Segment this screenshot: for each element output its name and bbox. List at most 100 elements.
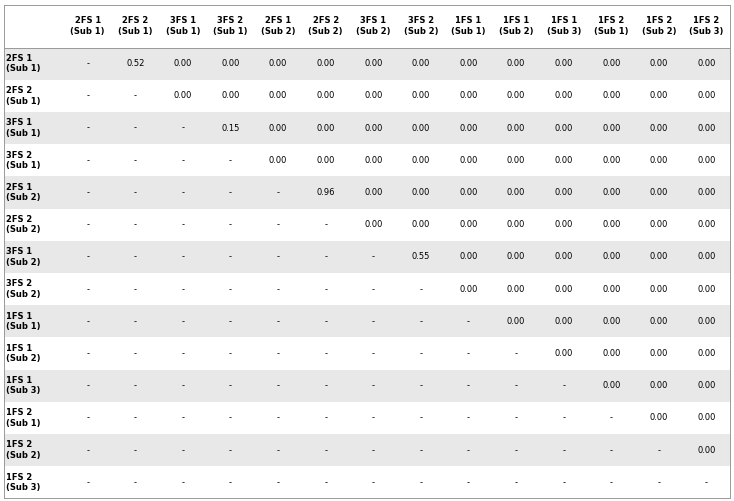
Text: -: -	[86, 413, 89, 422]
Bar	[4, 48, 730, 80]
Text: -: -	[372, 478, 375, 487]
Text: -: -	[658, 478, 661, 487]
Text: -: -	[277, 220, 280, 229]
Text: -: -	[419, 285, 422, 294]
Text: -: -	[134, 220, 137, 229]
Text: 2FS 1
(Sub 1): 2FS 1 (Sub 1)	[6, 54, 40, 74]
Text: -: -	[419, 413, 422, 422]
Bar	[4, 338, 730, 370]
Text: -: -	[515, 478, 517, 487]
Text: -: -	[277, 381, 280, 390]
Text: -: -	[372, 413, 375, 422]
Text: 1FS 2
(Sub 2): 1FS 2 (Sub 2)	[642, 16, 676, 37]
Text: -: -	[705, 478, 708, 487]
Text: 0.00: 0.00	[507, 188, 526, 197]
Text: -: -	[134, 349, 137, 358]
Bar	[4, 80, 730, 112]
Text: -: -	[134, 156, 137, 165]
Text: 3FS 2
(Sub 1): 3FS 2 (Sub 1)	[6, 151, 40, 170]
Text: 0.00: 0.00	[697, 413, 716, 422]
Text: 1FS 1
(Sub 1): 1FS 1 (Sub 1)	[6, 312, 40, 331]
Text: 1FS 2
(Sub 1): 1FS 2 (Sub 1)	[6, 408, 40, 428]
Text: -: -	[86, 156, 89, 165]
Text: -: -	[419, 349, 422, 358]
Text: -: -	[86, 446, 89, 455]
Text: -: -	[419, 381, 422, 390]
Text: 2FS 1
(Sub 1): 2FS 1 (Sub 1)	[70, 16, 105, 37]
Text: 3FS 1
(Sub 1): 3FS 1 (Sub 1)	[166, 16, 200, 37]
Text: -: -	[277, 285, 280, 294]
Text: 0.00: 0.00	[507, 156, 526, 165]
Text: -: -	[229, 381, 232, 390]
Text: 0.00: 0.00	[602, 317, 620, 326]
Text: -: -	[181, 446, 184, 455]
Text: 3FS 1
(Sub 1): 3FS 1 (Sub 1)	[6, 118, 40, 138]
Text: 0.00: 0.00	[554, 220, 573, 229]
Text: -: -	[229, 349, 232, 358]
Text: 0.00: 0.00	[412, 124, 430, 133]
Text: -: -	[467, 381, 470, 390]
Text: 2FS 2
(Sub 1): 2FS 2 (Sub 1)	[6, 86, 40, 106]
Text: -: -	[229, 478, 232, 487]
Text: 0.00: 0.00	[412, 59, 430, 68]
Text: 0.00: 0.00	[554, 188, 573, 197]
Text: 0.00: 0.00	[459, 220, 478, 229]
Text: -: -	[324, 253, 327, 262]
Text: -: -	[229, 188, 232, 197]
Text: -: -	[372, 317, 375, 326]
Text: -: -	[134, 478, 137, 487]
Text: 0.00: 0.00	[697, 220, 716, 229]
Text: -: -	[181, 413, 184, 422]
Text: 2FS 2
(Sub 2): 2FS 2 (Sub 2)	[6, 215, 40, 234]
Text: 0.00: 0.00	[364, 124, 382, 133]
Text: -: -	[229, 253, 232, 262]
Text: 0.00: 0.00	[650, 59, 668, 68]
Text: 0.00: 0.00	[650, 220, 668, 229]
Text: -: -	[86, 188, 89, 197]
Text: 0.00: 0.00	[269, 91, 287, 100]
Text: 3FS 2
(Sub 2): 3FS 2 (Sub 2)	[6, 280, 40, 299]
Text: 0.00: 0.00	[602, 188, 620, 197]
Bar	[4, 5, 730, 48]
Text: 0.00: 0.00	[459, 285, 478, 294]
Text: 0.00: 0.00	[602, 59, 620, 68]
Text: -: -	[181, 381, 184, 390]
Text: 0.00: 0.00	[650, 156, 668, 165]
Bar	[4, 176, 730, 208]
Text: -: -	[515, 349, 517, 358]
Text: 0.00: 0.00	[650, 285, 668, 294]
Text: 0.00: 0.00	[554, 285, 573, 294]
Text: 0.00: 0.00	[650, 124, 668, 133]
Text: 0.00: 0.00	[554, 59, 573, 68]
Text: -: -	[86, 317, 89, 326]
Text: 0.00: 0.00	[364, 59, 382, 68]
Text: 0.00: 0.00	[364, 188, 382, 197]
Text: -: -	[134, 124, 137, 133]
Text: 0.00: 0.00	[602, 349, 620, 358]
Text: 0.00: 0.00	[412, 220, 430, 229]
Text: 0.00: 0.00	[221, 59, 240, 68]
Text: 0.00: 0.00	[650, 317, 668, 326]
Text: -: -	[229, 285, 232, 294]
Text: -: -	[86, 91, 89, 100]
Text: 0.00: 0.00	[269, 124, 287, 133]
Text: 2FS 1
(Sub 2): 2FS 1 (Sub 2)	[261, 16, 295, 37]
Text: -: -	[515, 446, 517, 455]
Text: 0.00: 0.00	[650, 381, 668, 390]
Text: 0.15: 0.15	[221, 124, 240, 133]
Text: -: -	[86, 285, 89, 294]
Text: 0.00: 0.00	[459, 91, 478, 100]
Text: 0.00: 0.00	[316, 91, 335, 100]
Text: 0.00: 0.00	[507, 285, 526, 294]
Text: 0.00: 0.00	[697, 381, 716, 390]
Text: -: -	[229, 446, 232, 455]
Text: 2FS 2
(Sub 1): 2FS 2 (Sub 1)	[118, 16, 153, 37]
Text: 0.00: 0.00	[316, 156, 335, 165]
Text: -: -	[277, 349, 280, 358]
Text: 0.00: 0.00	[697, 446, 716, 455]
Text: 0.00: 0.00	[697, 59, 716, 68]
Text: -: -	[372, 285, 375, 294]
Text: -: -	[372, 381, 375, 390]
Bar	[4, 305, 730, 338]
Text: 0.00: 0.00	[554, 156, 573, 165]
